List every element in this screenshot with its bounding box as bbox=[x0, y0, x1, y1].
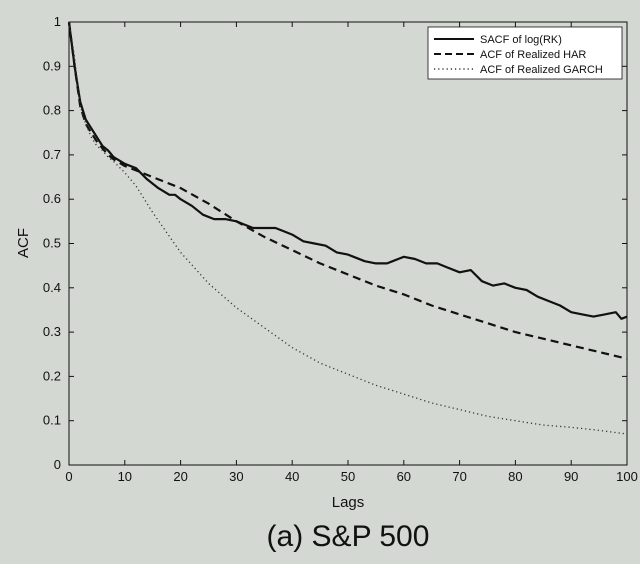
x-tick-label: 60 bbox=[397, 469, 411, 484]
x-tick-label: 70 bbox=[452, 469, 466, 484]
series-line-1 bbox=[67, 21, 628, 320]
x-tick-label: 20 bbox=[173, 469, 187, 484]
y-tick-label: 0.2 bbox=[43, 368, 61, 383]
plot-area bbox=[68, 21, 628, 466]
y-tick-label: 0.5 bbox=[43, 236, 61, 251]
y-tick-label: 0.3 bbox=[43, 324, 61, 339]
x-axis-label: Lags bbox=[332, 494, 365, 511]
x-tick-label: 10 bbox=[118, 469, 132, 484]
x-tick-label: 40 bbox=[285, 469, 299, 484]
y-tick-label: 0.8 bbox=[43, 103, 61, 118]
y-tick-label: 0.7 bbox=[43, 147, 61, 162]
y-axis-label: ACF bbox=[15, 228, 32, 258]
series-line-2 bbox=[67, 21, 628, 360]
y-tick-label: 1 bbox=[54, 14, 61, 29]
x-tick-label: 80 bbox=[508, 469, 522, 484]
x-tick-label: 0 bbox=[65, 469, 72, 484]
y-tick-label: 0.6 bbox=[43, 191, 61, 206]
legend-entry-sacf: SACF of log(RK) bbox=[480, 34, 562, 46]
x-tick-label: 50 bbox=[341, 469, 355, 484]
y-tick-label: 0 bbox=[54, 457, 61, 472]
figure-caption: (a) S&P 500 bbox=[267, 520, 430, 553]
y-tick-label: 0.4 bbox=[43, 280, 61, 295]
x-tick-label: 90 bbox=[564, 469, 578, 484]
legend-entry-garch: ACF of Realized GARCH bbox=[480, 64, 603, 76]
ticks: 0 10 20 30 40 50 60 70 80 90 100 0 0.1 0.2 0.3 0.4 0.5 0.… bbox=[43, 14, 638, 484]
series-lines bbox=[67, 21, 628, 435]
y-tick-label: 0.9 bbox=[43, 58, 61, 73]
x-tick-label: 30 bbox=[229, 469, 243, 484]
legend: SACF of log(RK) ACF of Realized HAR ACF … bbox=[427, 26, 623, 80]
x-tick-label: 100 bbox=[616, 469, 638, 484]
legend-entry-har: ACF of Realized HAR bbox=[480, 49, 586, 61]
y-tick-label: 0.1 bbox=[43, 413, 61, 428]
